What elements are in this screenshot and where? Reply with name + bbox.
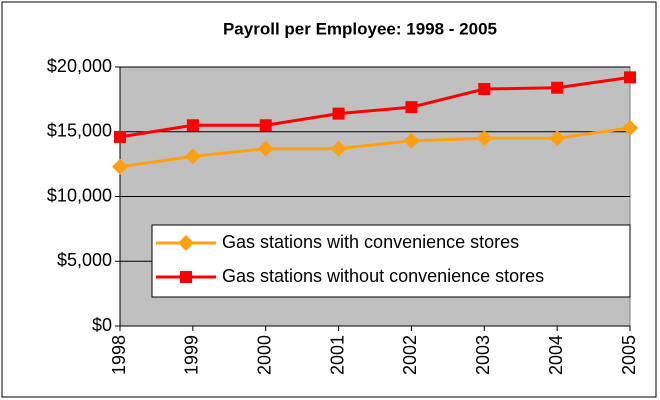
x-tick-label: 2005 [619,335,639,375]
y-tick-label: $20,000 [47,56,112,76]
series-line [119,126,631,169]
marker [184,148,201,165]
marker [114,130,126,143]
marker [551,81,564,94]
y-tick-label: $15,000 [47,121,112,141]
series-line [119,75,631,139]
x-tick-label: 2004 [546,335,566,375]
marker [549,130,566,147]
x-tick-label: 1998 [109,335,129,375]
legend: Gas stations with convenience stores Gas … [151,224,631,298]
y-tick-label: $10,000 [47,185,112,205]
marker [259,119,272,132]
marker [330,140,347,157]
y-tick-label: $5,000 [57,250,112,270]
x-tick-label: 1999 [182,335,202,375]
marker [624,71,636,84]
marker [112,158,128,175]
chart-title: Payroll per Employee: 1998 - 2005 [223,19,497,38]
marker [257,140,274,157]
legend-marker [178,235,194,251]
marker [476,130,493,147]
marker [622,119,638,136]
marker [332,107,345,120]
marker [478,83,491,96]
marker [186,119,199,132]
marker [403,132,420,149]
legend-box [151,224,631,298]
y-tick-label: $0 [92,315,112,335]
marker [405,101,418,114]
legend-marker [180,271,192,283]
legend-label: Gas stations with convenience stores [222,232,519,252]
x-tick-label: 2001 [327,335,347,375]
x-tick-label: 2002 [400,335,420,375]
x-tick-label: 2003 [473,335,493,375]
x-tick-label: 2000 [254,335,274,375]
legend-label: Gas stations without convenience stores [222,266,544,286]
